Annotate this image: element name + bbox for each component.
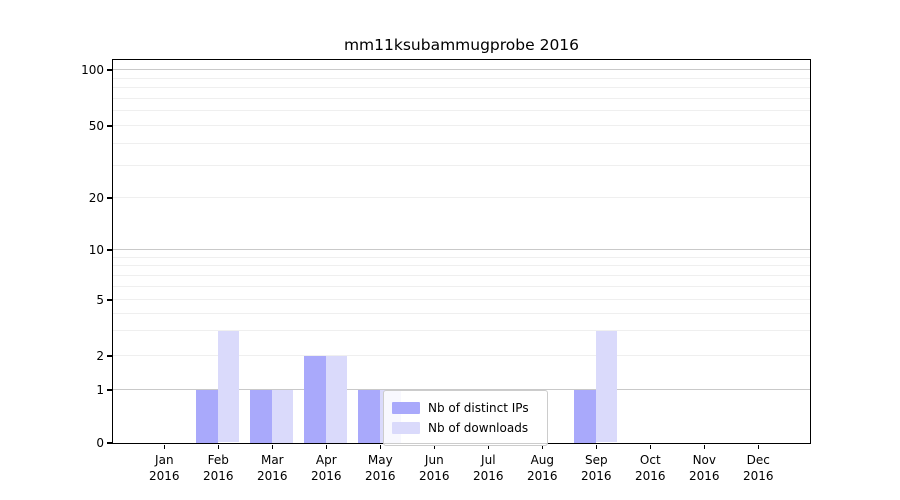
x-tick-mark xyxy=(325,444,328,449)
x-tick-mark xyxy=(703,444,706,449)
y-tick-label: 20 xyxy=(88,191,104,205)
x-tick-mark xyxy=(541,444,544,449)
minor-gridline xyxy=(112,256,810,258)
bar-downloads-feb xyxy=(217,330,240,443)
x-tick-mark xyxy=(163,444,166,449)
major-gridline xyxy=(112,355,810,356)
x-tick-mark xyxy=(271,444,274,449)
bar-downloads-mar xyxy=(271,389,294,443)
legend-swatch-distinct-ips-icon xyxy=(392,402,420,414)
minor-gridline xyxy=(112,110,810,112)
legend-label-distinct-ips: Nb of distinct IPs xyxy=(428,401,529,415)
minor-gridline xyxy=(112,165,810,167)
y-tick-mark xyxy=(106,125,112,127)
bar-downloads-sep xyxy=(595,330,618,443)
bar-distinct-ips-apr xyxy=(304,355,326,443)
x-tick-mark xyxy=(487,444,490,449)
y-tick-label: 100 xyxy=(81,63,104,77)
x-tick-mark xyxy=(217,444,220,449)
legend-label-downloads: Nb of downloads xyxy=(428,421,529,435)
minor-gridline xyxy=(112,142,810,144)
x-tick-label: Apr 2016 xyxy=(311,453,342,483)
y-tick-mark xyxy=(106,69,112,71)
y-tick-mark xyxy=(106,389,112,391)
bar-distinct-ips-sep xyxy=(574,389,596,443)
x-tick-mark xyxy=(595,444,598,449)
legend-swatch-downloads-icon xyxy=(392,422,420,434)
x-tick-label: Jan 2016 xyxy=(149,453,180,483)
bar-downloads-apr xyxy=(325,355,348,443)
minor-gridline xyxy=(112,87,810,89)
bar-distinct-ips-mar xyxy=(250,389,272,443)
x-tick-mark xyxy=(649,444,652,449)
y-tick-label: 0 xyxy=(96,436,104,450)
x-tick-mark xyxy=(379,444,382,449)
legend: Nb of distinct IPs Nb of downloads xyxy=(383,390,548,446)
x-tick-label: Nov 2016 xyxy=(689,453,720,483)
minor-gridline xyxy=(112,330,810,332)
x-tick-label: Feb 2016 xyxy=(203,453,234,483)
legend-item-distinct-ips: Nb of distinct IPs xyxy=(392,399,539,417)
major-gridline xyxy=(112,125,810,126)
y-tick-mark xyxy=(106,355,112,357)
y-tick-mark xyxy=(106,249,112,251)
major-gridline xyxy=(112,249,810,250)
chart-title: mm11ksubammugprobe 2016 xyxy=(343,36,580,54)
minor-gridline xyxy=(112,265,810,267)
y-tick-label: 5 xyxy=(96,293,104,307)
minor-gridline xyxy=(112,312,810,314)
y-tick-label: 2 xyxy=(96,349,104,363)
minor-gridline xyxy=(112,77,810,79)
y-tick-label: 50 xyxy=(88,119,104,133)
x-tick-label: Mar 2016 xyxy=(257,453,288,483)
y-tick-label: 10 xyxy=(88,243,104,257)
major-gridline xyxy=(112,389,810,390)
bar-distinct-ips-may xyxy=(358,389,380,443)
x-tick-label: Oct 2016 xyxy=(635,453,666,483)
legend-item-downloads: Nb of downloads xyxy=(392,419,539,437)
y-tick-label: 1 xyxy=(96,383,104,397)
major-gridline xyxy=(112,299,810,300)
minor-gridline xyxy=(112,285,810,287)
bar-distinct-ips-feb xyxy=(196,389,218,443)
x-tick-label: Jul 2016 xyxy=(473,453,504,483)
plot-area xyxy=(111,58,811,444)
x-tick-label: Dec 2016 xyxy=(743,453,774,483)
major-gridline xyxy=(112,69,810,70)
x-tick-label: Jun 2016 xyxy=(419,453,450,483)
x-tick-label: Aug 2016 xyxy=(527,453,558,483)
minor-gridline xyxy=(112,97,810,99)
x-tick-mark xyxy=(433,444,436,449)
y-tick-mark xyxy=(106,442,112,444)
minor-gridline xyxy=(112,274,810,276)
x-tick-mark xyxy=(757,444,760,449)
x-tick-label: Sep 2016 xyxy=(581,453,612,483)
major-gridline xyxy=(112,197,810,198)
x-tick-label: May 2016 xyxy=(365,453,396,483)
y-tick-mark xyxy=(106,299,112,301)
y-tick-mark xyxy=(106,197,112,199)
